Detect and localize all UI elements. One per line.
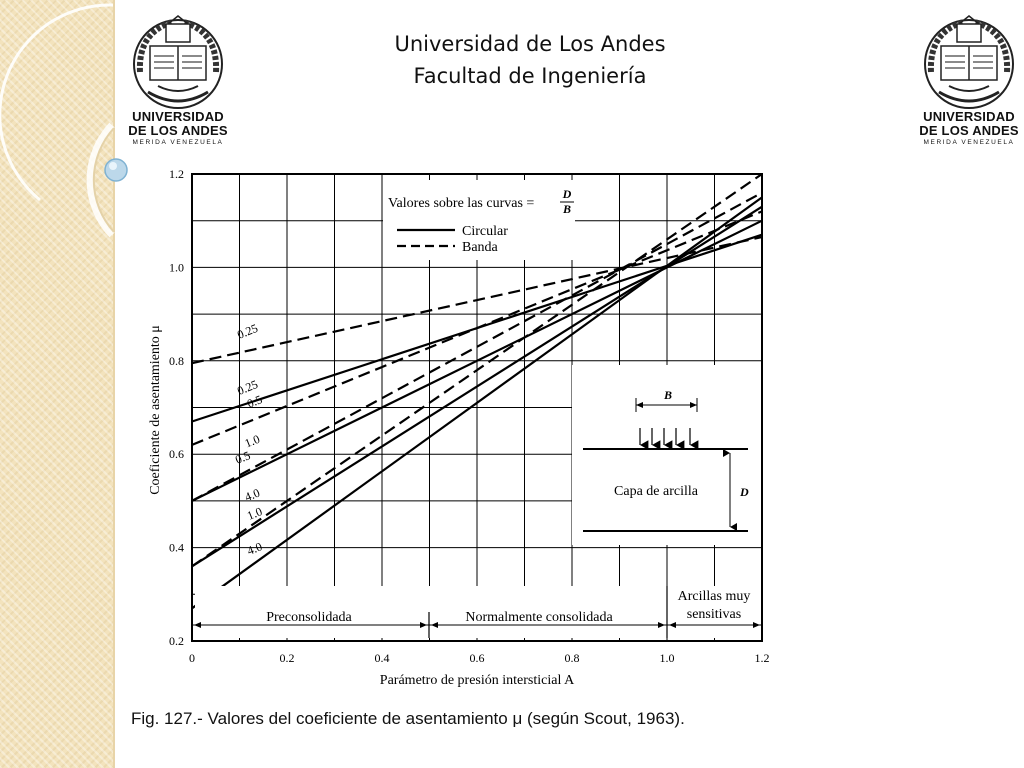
x-tick-label: 0.6 bbox=[470, 651, 485, 665]
curve-label: 1.0 bbox=[245, 504, 264, 523]
plot-frame bbox=[191, 173, 763, 642]
x-tick-label: 0 bbox=[189, 651, 195, 665]
university-seal-icon bbox=[924, 15, 1014, 109]
decorative-rings bbox=[0, 3, 128, 238]
header-title-line2: Facultad de Ingeniería bbox=[413, 64, 647, 88]
legend-fraction-denominator: B bbox=[562, 202, 571, 216]
series-line-dashed-4-0 bbox=[191, 173, 763, 568]
curve-label: 0.5 bbox=[233, 448, 252, 467]
series-line-dashed-0-25 bbox=[191, 235, 763, 365]
series-line-solid-4-0 bbox=[191, 196, 763, 610]
logo-text-line1: UNIVERSIDAD bbox=[923, 109, 1015, 124]
x-tick-label: 1.2 bbox=[755, 651, 770, 665]
y-tick-label: 0.8 bbox=[169, 354, 184, 368]
curve-label: 0.25 bbox=[235, 321, 260, 342]
x-tick-label: 0.8 bbox=[565, 651, 580, 665]
inset-layer-label: Capa de arcilla bbox=[614, 484, 699, 499]
university-seal-icon bbox=[133, 15, 223, 109]
region-bands: Preconsolidada Normalmente consolidada A… bbox=[192, 586, 762, 638]
curve-label: 0.5 bbox=[245, 392, 264, 411]
legend-title: Valores sobre las curvas = bbox=[388, 196, 534, 211]
logo-text-line2: DE LOS ANDES bbox=[919, 123, 1019, 138]
chart-series bbox=[191, 173, 763, 610]
curve-label: 4.0 bbox=[243, 486, 262, 505]
logo-text-line3: MERIDA VENEZUELA bbox=[132, 139, 224, 146]
y-tick-label: 0.2 bbox=[169, 634, 184, 648]
y-tick-label: 1.0 bbox=[169, 260, 184, 274]
figure-caption: Fig. 127.- Valores del coeficiente de as… bbox=[131, 709, 685, 728]
logo-text-line2: DE LOS ANDES bbox=[128, 123, 228, 138]
y-tick-label: 0.4 bbox=[169, 541, 184, 555]
side-band-edge bbox=[113, 0, 115, 768]
settlement-coefficient-chart: 0 0.2 0.4 0.6 0.8 1.0 1.2 0.2 0.4 0.6 0.8 1.0 1.2 0.… bbox=[148, 167, 770, 688]
logo-text-line1: UNIVERSIDAD bbox=[132, 109, 224, 124]
y-axis-label: Coeficiente de asentamiento μ bbox=[148, 325, 163, 495]
logo-left: UNIVERSIDAD DE LOS ANDES MERIDA VENEZUEL… bbox=[128, 12, 228, 146]
region-label-arcillas-line2: sensitivas bbox=[687, 607, 741, 622]
inset-width-label: B bbox=[663, 388, 672, 402]
curve-label: 1.0 bbox=[243, 432, 262, 451]
curve-labels: 0.250.250.51.00.54.01.04.0 bbox=[233, 321, 264, 558]
series-line-dashed-0-5 bbox=[191, 210, 763, 446]
decorative-side-band bbox=[0, 0, 113, 768]
legend-circular-label: Circular bbox=[462, 224, 508, 239]
legend-banda-label: Banda bbox=[462, 240, 499, 255]
x-tick-label: 0.4 bbox=[375, 651, 390, 665]
chart-legend: Valores sobre las curvas = D B Circular … bbox=[383, 180, 575, 260]
curve-label: 4.0 bbox=[245, 539, 264, 558]
inset-load-arrows bbox=[639, 428, 699, 450]
inset-depth-label: D bbox=[739, 485, 749, 499]
x-axis-label: Parámetro de presión intersticial A bbox=[380, 673, 575, 688]
x-tick-label: 1.0 bbox=[660, 651, 675, 665]
region-label-normalmente-consolidada: Normalmente consolidada bbox=[465, 610, 613, 625]
y-tick-label: 0.6 bbox=[169, 447, 184, 461]
region-label-preconsolidada: Preconsolidada bbox=[266, 610, 352, 625]
logo-right: UNIVERSIDAD DE LOS ANDES MERIDA VENEZUEL… bbox=[919, 12, 1019, 146]
footing-inset-diagram: B D Capa de arcilla bbox=[572, 365, 764, 545]
y-tick-label: 1.2 bbox=[169, 167, 184, 181]
header-title-line1: Universidad de Los Andes bbox=[394, 32, 666, 56]
chart-ticks: 0 0.2 0.4 0.6 0.8 1.0 1.2 0.2 0.4 0.6 0.8 1.0 1.2 bbox=[169, 167, 770, 665]
logo-text-line3: MERIDA VENEZUELA bbox=[923, 139, 1015, 146]
legend-fraction-numerator: D bbox=[562, 187, 572, 201]
decorative-dot-icon bbox=[104, 158, 128, 182]
region-label-arcillas-line1: Arcillas muy bbox=[678, 589, 751, 604]
x-tick-label: 0.2 bbox=[280, 651, 295, 665]
